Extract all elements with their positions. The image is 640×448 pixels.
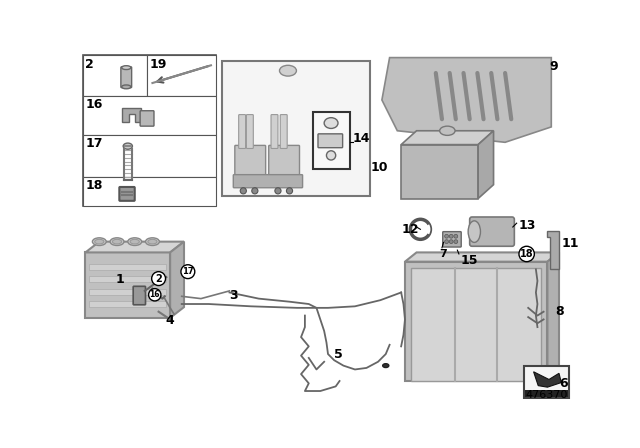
FancyBboxPatch shape — [443, 232, 461, 247]
Text: 3: 3 — [230, 289, 238, 302]
Ellipse shape — [92, 238, 106, 246]
Circle shape — [445, 234, 449, 238]
Ellipse shape — [113, 239, 122, 244]
Polygon shape — [547, 252, 559, 381]
FancyBboxPatch shape — [239, 115, 246, 148]
Text: 19: 19 — [149, 58, 167, 71]
Bar — [83, 134, 216, 177]
Text: 9: 9 — [550, 60, 558, 73]
Circle shape — [454, 240, 458, 244]
Text: 1: 1 — [115, 273, 124, 286]
Circle shape — [181, 265, 195, 279]
FancyBboxPatch shape — [235, 146, 266, 178]
FancyBboxPatch shape — [271, 115, 278, 148]
Polygon shape — [405, 252, 559, 262]
Text: 10: 10 — [371, 161, 388, 174]
FancyBboxPatch shape — [121, 67, 132, 88]
Bar — [83, 55, 147, 96]
Circle shape — [449, 234, 453, 238]
Bar — [524, 366, 569, 398]
FancyBboxPatch shape — [246, 115, 253, 148]
Ellipse shape — [326, 151, 336, 160]
Ellipse shape — [324, 118, 338, 129]
Text: 476370: 476370 — [525, 390, 568, 400]
Text: 17: 17 — [86, 137, 103, 150]
Text: 15: 15 — [460, 254, 478, 267]
FancyBboxPatch shape — [234, 175, 303, 188]
Text: 5: 5 — [334, 348, 343, 361]
Ellipse shape — [122, 85, 131, 89]
Bar — [90, 264, 166, 270]
FancyBboxPatch shape — [140, 111, 154, 126]
Polygon shape — [382, 58, 551, 142]
Polygon shape — [534, 372, 561, 387]
Text: 16: 16 — [150, 290, 160, 299]
FancyBboxPatch shape — [269, 146, 300, 178]
Bar — [411, 268, 541, 381]
Text: 13: 13 — [519, 220, 536, 233]
Circle shape — [454, 234, 458, 238]
FancyBboxPatch shape — [280, 115, 287, 148]
Polygon shape — [547, 231, 559, 269]
Polygon shape — [528, 375, 557, 391]
Bar — [83, 96, 216, 134]
FancyBboxPatch shape — [318, 134, 342, 148]
Circle shape — [287, 188, 292, 194]
Ellipse shape — [468, 221, 481, 242]
Bar — [83, 55, 216, 206]
Ellipse shape — [110, 238, 124, 246]
Text: 12: 12 — [401, 223, 419, 236]
Ellipse shape — [280, 65, 296, 76]
Bar — [86, 252, 170, 318]
FancyBboxPatch shape — [470, 217, 515, 246]
Text: 4: 4 — [166, 314, 175, 327]
Bar — [147, 55, 216, 96]
Circle shape — [445, 240, 449, 244]
Circle shape — [148, 289, 161, 301]
Text: 11: 11 — [561, 237, 579, 250]
Polygon shape — [122, 108, 141, 121]
Polygon shape — [401, 131, 493, 145]
Text: 2: 2 — [86, 58, 94, 71]
Bar — [401, 145, 478, 198]
Ellipse shape — [130, 239, 140, 244]
Wedge shape — [420, 224, 431, 234]
Circle shape — [252, 188, 258, 194]
Polygon shape — [478, 131, 493, 198]
Circle shape — [449, 240, 453, 244]
Bar — [90, 289, 166, 295]
Circle shape — [152, 271, 166, 285]
Ellipse shape — [148, 239, 157, 244]
Ellipse shape — [145, 238, 159, 246]
Bar — [312, 112, 349, 169]
Text: 6: 6 — [559, 377, 568, 390]
Ellipse shape — [95, 239, 104, 244]
Ellipse shape — [123, 143, 132, 149]
Polygon shape — [86, 241, 184, 252]
Bar — [83, 177, 216, 206]
Circle shape — [275, 188, 281, 194]
Ellipse shape — [128, 238, 141, 246]
Bar — [90, 276, 166, 282]
Ellipse shape — [440, 126, 455, 135]
Text: 18: 18 — [520, 249, 534, 259]
Text: 7: 7 — [440, 249, 447, 258]
Bar — [405, 262, 547, 381]
Text: 17: 17 — [182, 267, 194, 276]
Ellipse shape — [122, 66, 131, 69]
Bar — [90, 301, 166, 307]
Bar — [221, 61, 371, 196]
Polygon shape — [170, 241, 184, 318]
Text: 2: 2 — [156, 274, 162, 284]
Text: 14: 14 — [353, 132, 370, 145]
Ellipse shape — [383, 364, 389, 367]
Bar — [525, 390, 568, 397]
Circle shape — [519, 246, 534, 262]
Text: 8: 8 — [555, 305, 564, 318]
Text: 16: 16 — [86, 99, 103, 112]
FancyBboxPatch shape — [133, 286, 145, 305]
Text: 18: 18 — [86, 179, 103, 192]
FancyBboxPatch shape — [119, 187, 135, 201]
Circle shape — [240, 188, 246, 194]
